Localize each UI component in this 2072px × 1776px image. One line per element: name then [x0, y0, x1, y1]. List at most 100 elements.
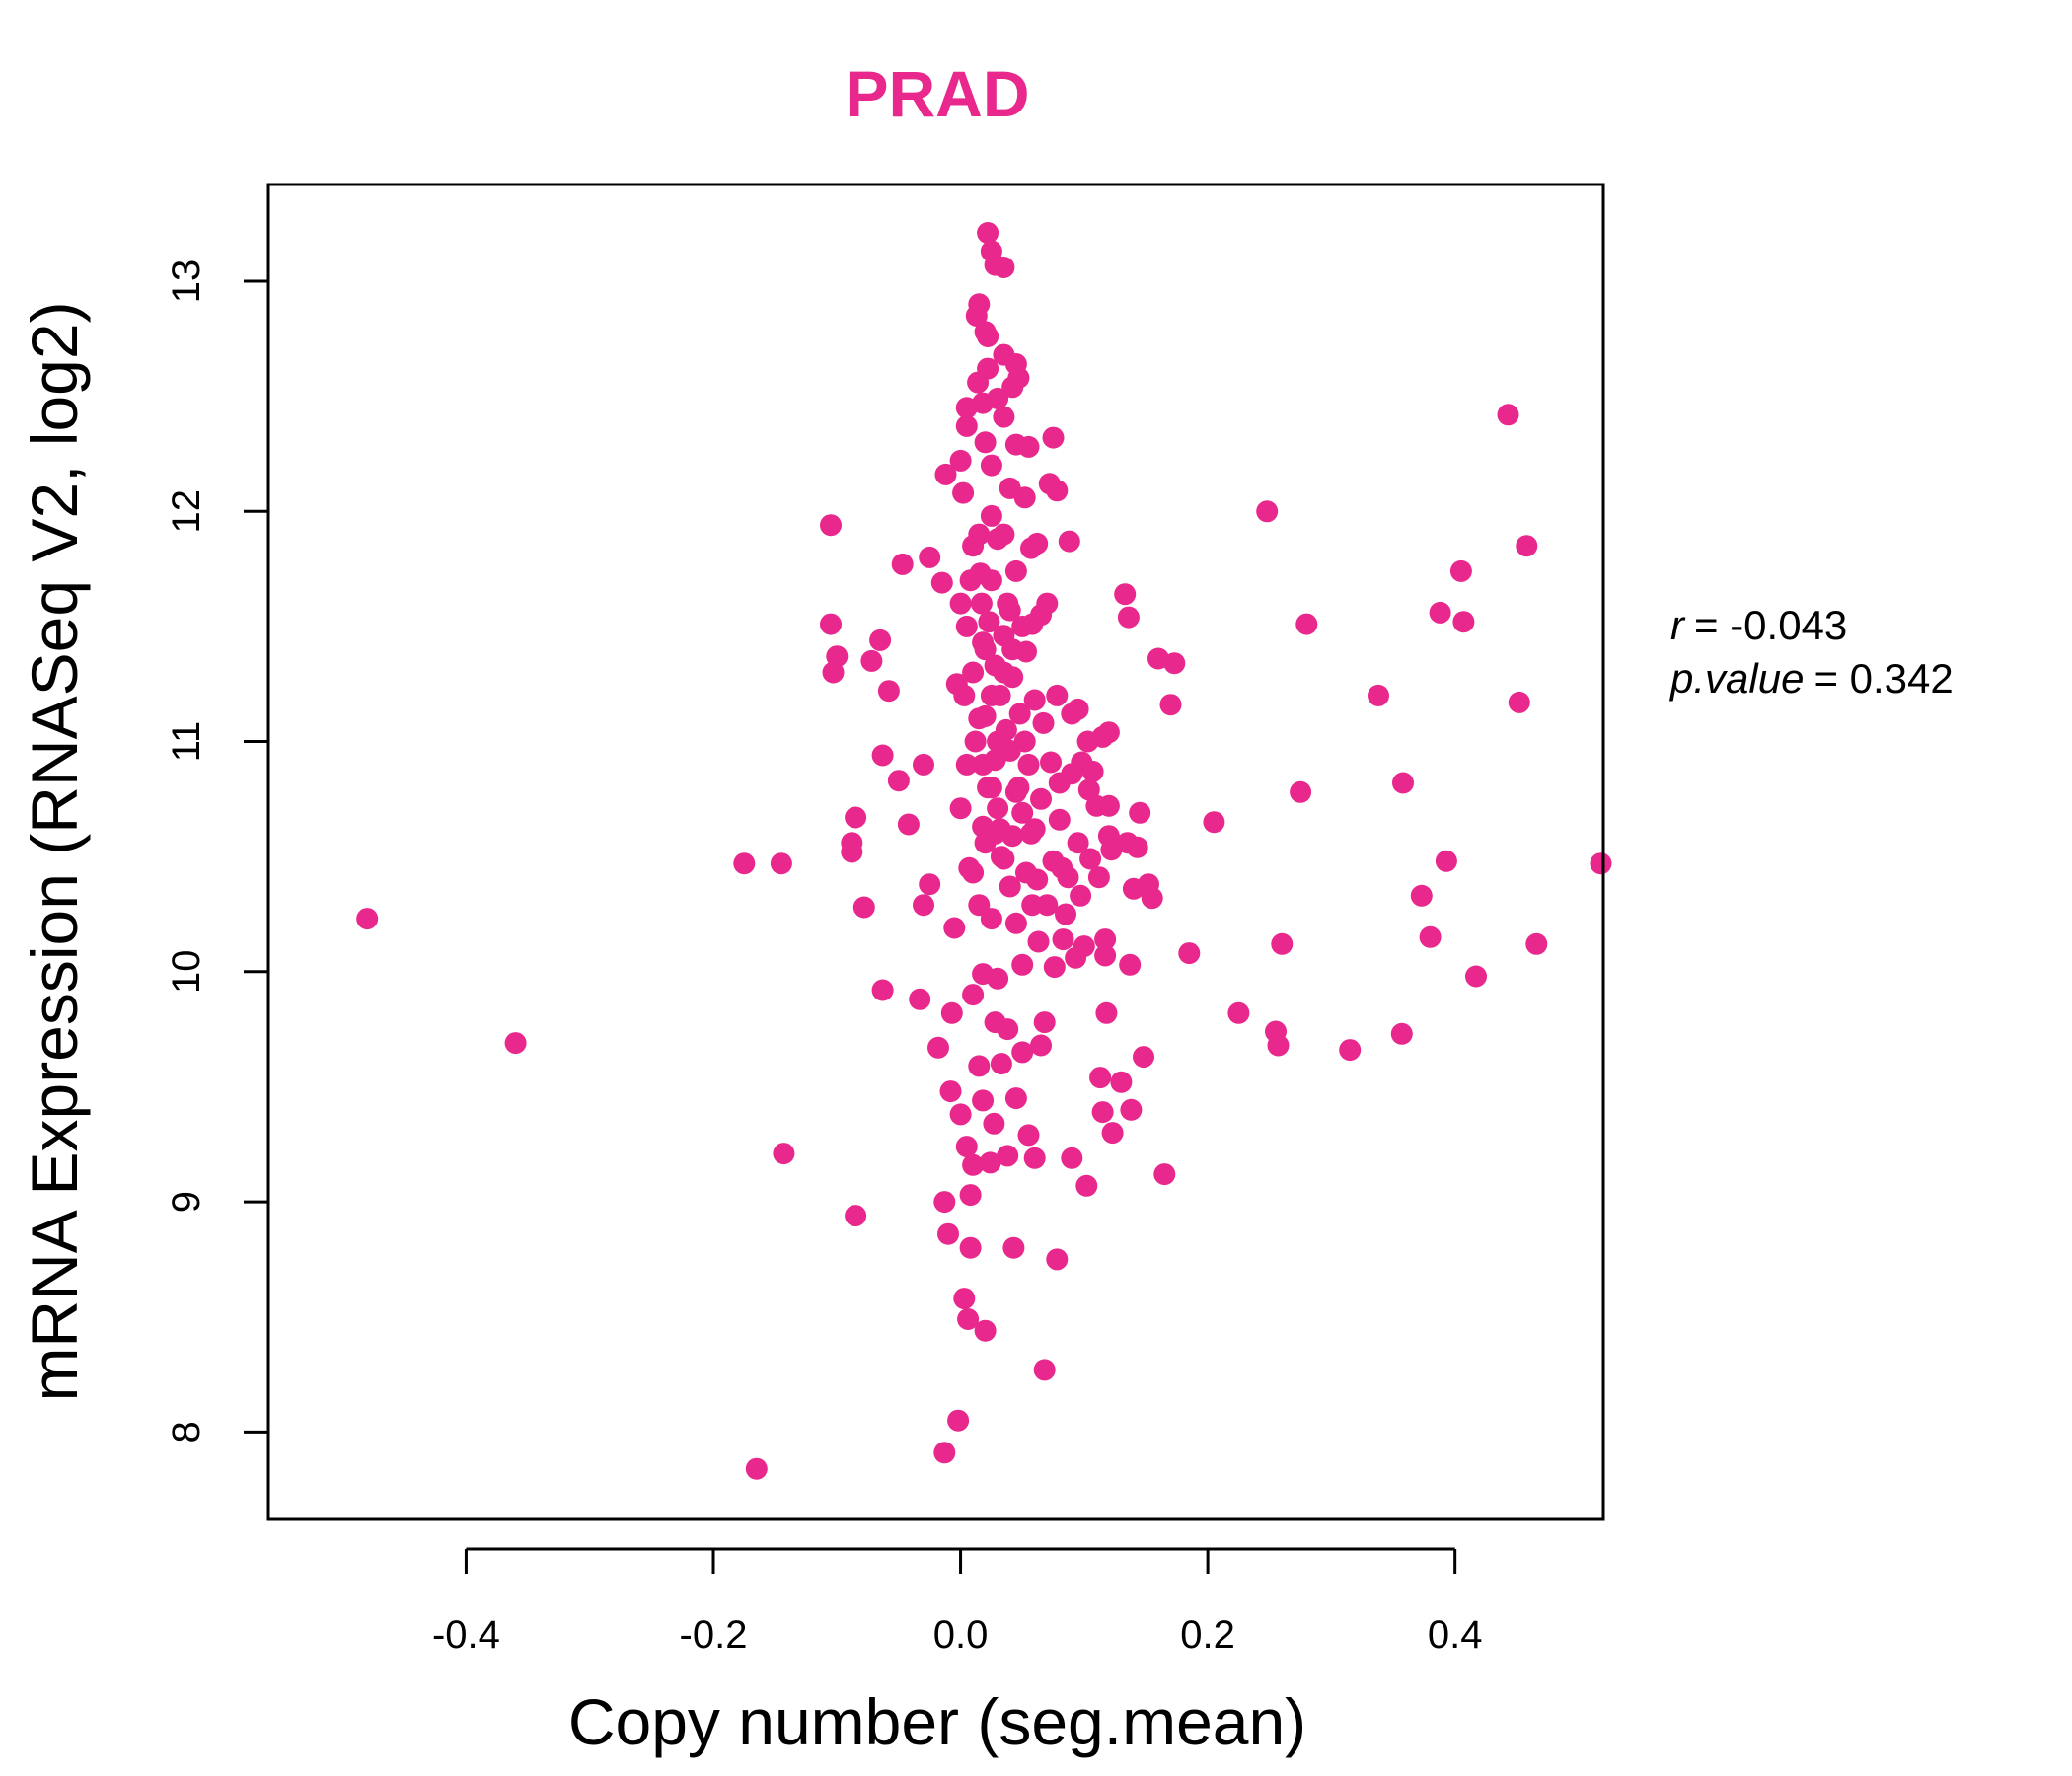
data-point [952, 481, 975, 504]
data-point [860, 649, 883, 672]
data-point [974, 431, 997, 454]
data-point [949, 1103, 972, 1126]
y-tick-label: 8 [165, 1421, 208, 1443]
y-tick-label: 9 [165, 1191, 208, 1213]
data-point [943, 917, 966, 939]
data-point [1023, 1147, 1046, 1169]
data-point [987, 797, 1009, 820]
data-point [913, 753, 934, 776]
data-point [1004, 912, 1027, 934]
data-point [1290, 780, 1312, 803]
data-point [962, 984, 985, 1006]
data-point [871, 744, 894, 767]
data-point [1030, 1034, 1052, 1057]
data-point [980, 684, 1002, 706]
data-point [733, 852, 756, 875]
data-point [773, 1143, 795, 1165]
data-point [1119, 953, 1142, 976]
data-point [820, 514, 842, 537]
data-point [953, 684, 976, 706]
data-point [1094, 928, 1117, 951]
data-point [987, 967, 1009, 990]
chart-title: PRAD [845, 57, 1029, 130]
data-point [977, 777, 999, 799]
data-point [987, 730, 1009, 753]
data-point [1178, 942, 1201, 965]
y-axis: 8 9 10 11 12 13 [165, 259, 270, 1443]
data-point [745, 1457, 768, 1480]
data-point [999, 875, 1021, 898]
data-point [1133, 1046, 1154, 1069]
data-point [1004, 559, 1027, 582]
data-point [1040, 751, 1062, 774]
data-point [1011, 953, 1034, 976]
data-point [1011, 1041, 1034, 1064]
p-name: p.value [1668, 655, 1804, 702]
data-point [1046, 684, 1069, 706]
data-point [1001, 638, 1024, 661]
y-tick-label: 12 [165, 489, 208, 534]
y-axis-label: mRNA Expression (RNASeq V2, log2) [18, 301, 91, 1401]
data-point [970, 592, 993, 615]
data-point [770, 852, 792, 875]
data-point [1141, 887, 1163, 910]
data-point [972, 1089, 995, 1112]
data-point [990, 1053, 1012, 1075]
data-point [1091, 1101, 1114, 1124]
data-point [962, 661, 985, 684]
data-point [959, 1236, 982, 1259]
data-point [953, 1288, 976, 1310]
data-point [1026, 532, 1049, 555]
data-point [977, 222, 999, 244]
data-point [947, 1409, 970, 1432]
x-tick-label: 0.0 [933, 1613, 989, 1657]
data-point [1508, 691, 1530, 713]
data-point [1033, 1359, 1056, 1381]
data-point [1516, 535, 1538, 557]
data-point [1094, 944, 1117, 967]
data-point [852, 896, 875, 919]
data-point [1046, 480, 1069, 502]
data-point [1368, 684, 1389, 706]
data-point [913, 894, 934, 917]
data-point [897, 813, 920, 836]
x-tick-label: -0.4 [432, 1613, 500, 1657]
data-point [820, 613, 842, 635]
data-point [1027, 930, 1050, 953]
data-point [968, 523, 991, 546]
data-point [997, 592, 1019, 615]
r-name: r [1670, 602, 1686, 648]
y-tick-label: 13 [165, 259, 208, 304]
data-point [1163, 652, 1186, 675]
data-point [1052, 928, 1074, 951]
data-point [1410, 884, 1433, 907]
data-point [1032, 711, 1055, 734]
data-point [1013, 486, 1036, 509]
data-point [1079, 848, 1102, 870]
data-point [909, 988, 931, 1010]
data-point [1046, 1248, 1069, 1271]
data-point [962, 1153, 985, 1176]
data-point [1267, 1034, 1290, 1057]
data-point [977, 357, 999, 380]
data-point [871, 979, 894, 1001]
data-point [930, 571, 953, 594]
data-point [974, 638, 997, 661]
data-point [1081, 760, 1104, 782]
y-tick-label: 10 [165, 950, 208, 995]
data-point [1030, 787, 1052, 810]
x-tick-label: 0.2 [1180, 1613, 1235, 1657]
data-point [1095, 1001, 1118, 1024]
x-tick-label: -0.2 [680, 1613, 748, 1657]
data-point [1089, 1067, 1112, 1089]
data-point [974, 1319, 997, 1342]
data-point [1001, 825, 1024, 848]
data-point [1075, 1174, 1098, 1197]
data-point [972, 753, 995, 776]
data-point [1590, 852, 1612, 875]
data-point [1465, 965, 1487, 988]
data-point [993, 257, 1015, 278]
data-point [1004, 1087, 1027, 1110]
data-point [983, 1112, 1005, 1135]
